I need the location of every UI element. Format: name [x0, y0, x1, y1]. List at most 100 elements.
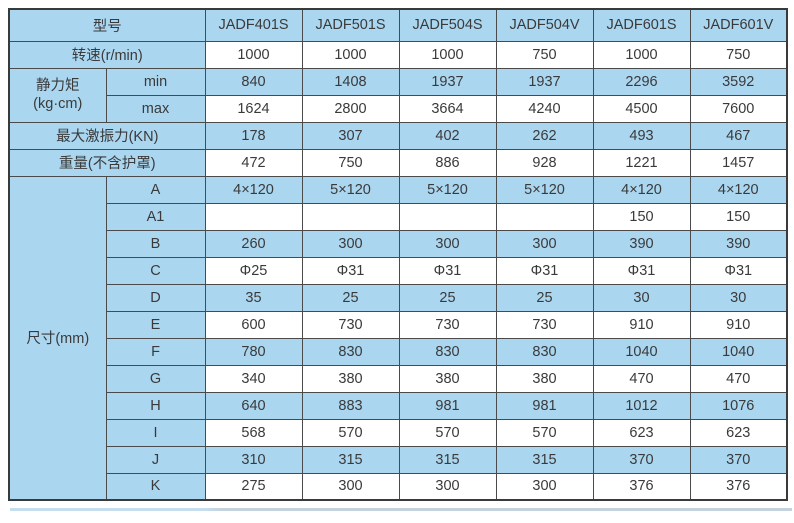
- dim-value-cell: 150: [689, 202, 788, 231]
- dim-value-cell: 981: [495, 391, 594, 420]
- dim-value-cell: 981: [398, 391, 497, 420]
- row-dim-A: 尺寸(mm) A 4×120 5×120 5×120 5×120 4×120 4…: [8, 175, 788, 501]
- model-header-cell: JADF504V: [495, 8, 594, 42]
- dim-value-cell: 600: [204, 310, 303, 339]
- dim-value-cell: [204, 202, 303, 231]
- dim-value-cell: 4×120: [204, 175, 303, 204]
- dim-value-cell: 5×120: [301, 175, 400, 204]
- static-moment-unit: (kg·cm): [33, 96, 83, 112]
- dim-value-cell: 623: [689, 418, 788, 447]
- max-force-label-cell: 最大激振力(KN): [8, 121, 206, 150]
- static-max-value-cell: 3664: [398, 94, 497, 123]
- dim-value-cell: 300: [495, 472, 594, 501]
- weight-value-cell: 928: [495, 148, 594, 177]
- dim-value-cell: 5×120: [398, 175, 497, 204]
- dim-value-cell: 1012: [592, 391, 691, 420]
- weight-value-cell: 886: [398, 148, 497, 177]
- dim-value-cell: 380: [398, 364, 497, 393]
- model-header-cell: JADF401S: [204, 8, 303, 42]
- max-force-value-cell: 307: [301, 121, 400, 150]
- speed-value-cell: 750: [689, 40, 788, 69]
- dim-value-cell: 1040: [689, 337, 788, 366]
- row-dim-B: B 260 300 300 300 390 390: [9, 229, 788, 258]
- dim-value-cell: 883: [301, 391, 400, 420]
- dim-value-cell: 568: [204, 418, 303, 447]
- dim-value-cell: 35: [204, 283, 303, 312]
- dim-value-cell: 570: [495, 418, 594, 447]
- dim-value-cell: 4×120: [592, 175, 691, 204]
- dim-value-cell: 390: [592, 229, 691, 258]
- dim-value-cell: 570: [398, 418, 497, 447]
- dim-value-cell: 300: [398, 229, 497, 258]
- dim-value-cell: 315: [301, 445, 400, 474]
- page-container: 型号 JADF401S JADF501S JADF504S JADF504V J…: [8, 8, 792, 511]
- max-force-value-cell: 402: [398, 121, 497, 150]
- dim-value-cell: [398, 202, 497, 231]
- weight-value-cell: 750: [301, 148, 400, 177]
- row-dim-J: J 310 315 315 315 370 370: [9, 445, 788, 474]
- dim-key-cell: A: [105, 175, 206, 204]
- row-dim-I: I 568 570 570 570 623 623: [9, 418, 788, 447]
- dim-value-cell: [301, 202, 400, 231]
- static-moment-label-cell: 静力矩 (kg·cm): [8, 67, 107, 123]
- max-force-value-cell: 262: [495, 121, 594, 150]
- row-dim-K: K 275 300 300 300 376 376: [9, 472, 788, 501]
- dim-value-cell: 30: [592, 283, 691, 312]
- row-static-moment-max: max 1624 2800 3664 4240 4500 7600: [9, 94, 788, 123]
- static-max-value-cell: 4500: [592, 94, 691, 123]
- dim-value-cell: Φ31: [398, 256, 497, 285]
- dim-value-cell: 376: [689, 472, 788, 501]
- model-header-cell: JADF601V: [689, 8, 788, 42]
- dim-value-cell: Φ31: [495, 256, 594, 285]
- dim-value-cell: 300: [398, 472, 497, 501]
- dim-value-cell: 830: [398, 337, 497, 366]
- max-force-value-cell: 467: [689, 121, 788, 150]
- row-max-force: 最大激振力(KN) 178 307 402 262 493 467: [8, 121, 788, 150]
- dim-value-cell: 30: [689, 283, 788, 312]
- dim-key-cell: D: [105, 283, 206, 312]
- dim-key-cell: G: [105, 364, 206, 393]
- dim-key-cell: I: [105, 418, 206, 447]
- row-dim-A1: A1 150 150: [9, 202, 788, 231]
- dim-value-cell: 4×120: [689, 175, 788, 204]
- dim-value-cell: Φ25: [204, 256, 303, 285]
- dim-value-cell: 25: [398, 283, 497, 312]
- spec-table: 型号 JADF401S JADF501S JADF504S JADF504V J…: [8, 8, 788, 501]
- dimensions-label-cell: 尺寸(mm): [8, 175, 107, 501]
- dim-value-cell: 780: [204, 337, 303, 366]
- speed-value-cell: 1000: [204, 40, 303, 69]
- bottom-divider: [10, 508, 792, 511]
- static-max-value-cell: 7600: [689, 94, 788, 123]
- dim-key-cell: J: [105, 445, 206, 474]
- dim-value-cell: 1040: [592, 337, 691, 366]
- dim-value-cell: 300: [495, 229, 594, 258]
- weight-value-cell: 1221: [592, 148, 691, 177]
- model-header-cell: JADF601S: [592, 8, 691, 42]
- dim-key-cell: A1: [105, 202, 206, 231]
- speed-value-cell: 1000: [592, 40, 691, 69]
- speed-label-cell: 转速(r/min): [8, 40, 206, 69]
- row-dim-H: H 640 883 981 981 1012 1076: [9, 391, 788, 420]
- dim-value-cell: Φ31: [592, 256, 691, 285]
- static-min-value-cell: 1937: [495, 67, 594, 96]
- dim-key-cell: H: [105, 391, 206, 420]
- model-label-cell: 型号: [8, 8, 206, 42]
- weight-value-cell: 472: [204, 148, 303, 177]
- max-label-cell: max: [105, 94, 206, 123]
- dim-value-cell: 376: [592, 472, 691, 501]
- dim-value-cell: 5×120: [495, 175, 594, 204]
- row-dim-C: C Φ25 Φ31 Φ31 Φ31 Φ31 Φ31: [9, 256, 788, 285]
- dim-value-cell: 470: [592, 364, 691, 393]
- row-dim-D: D 35 25 25 25 30 30: [9, 283, 788, 312]
- row-dim-F: F 780 830 830 830 1040 1040: [9, 337, 788, 366]
- dim-value-cell: 300: [301, 472, 400, 501]
- dim-value-cell: 370: [689, 445, 788, 474]
- dim-value-cell: 730: [495, 310, 594, 339]
- dim-value-cell: 1076: [689, 391, 788, 420]
- static-max-value-cell: 2800: [301, 94, 400, 123]
- model-header-cell: JADF501S: [301, 8, 400, 42]
- dim-value-cell: 370: [592, 445, 691, 474]
- dim-value-cell: 315: [495, 445, 594, 474]
- weight-value-cell: 1457: [689, 148, 788, 177]
- static-min-value-cell: 2296: [592, 67, 691, 96]
